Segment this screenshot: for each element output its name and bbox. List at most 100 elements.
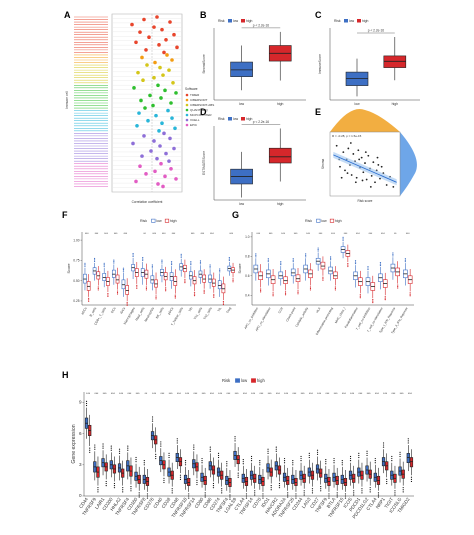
panel-g-box-high [320, 261, 326, 270]
panel-f-sig-label: *** [162, 232, 166, 236]
panel-h-outlier [407, 442, 409, 444]
panel-a-point [163, 88, 167, 93]
panel-f-outlier [97, 289, 99, 291]
panel-f-outlier [113, 260, 115, 263]
panel-c-box-low [345, 71, 369, 86]
panel-g-outlier [330, 256, 332, 258]
panel-h-outlier [89, 451, 91, 453]
panel-h-outlier [196, 481, 198, 484]
panel-h-outlier [212, 482, 215, 485]
panel-a-point [154, 113, 158, 118]
panel-h-outlier [316, 449, 319, 451]
panel-h-outlier [344, 495, 347, 497]
panel-a-plot: Correlation coefficient Immune cell Softwa… [65, 13, 214, 204]
panel-g-outlier [409, 293, 411, 295]
panel-h-outlier [292, 460, 294, 462]
panel-h-sig-label: *** [292, 392, 297, 396]
panel-g-sig-label: *** [356, 232, 360, 236]
panel-f-outlier [97, 286, 99, 288]
panel-f-outlier [107, 292, 109, 295]
panel-d-tick-label: high [277, 202, 284, 206]
panel-h-outlier [328, 493, 330, 495]
panel-h-outlier [155, 457, 157, 460]
panel-f-sig-label: *** [229, 232, 233, 236]
panel-a-legend-label: XCELL [190, 118, 200, 122]
panel-h-outlier [143, 462, 145, 464]
panel-h-box-high [343, 478, 348, 486]
panel-a-point [152, 25, 156, 29]
panel-h-outlier [283, 462, 286, 464]
panel-f-outlier [122, 267, 125, 269]
panel-h-outlier [122, 487, 124, 489]
panel-e-point [364, 162, 366, 164]
panel-d-tick-label: low [239, 202, 245, 206]
panel-h-outlier [245, 495, 248, 497]
panel-a-point [158, 144, 162, 148]
panel-h-outlier [217, 452, 220, 454]
panel-h-outlier [176, 440, 178, 442]
panel-a-point [160, 27, 164, 32]
panel-g-outlier [359, 295, 361, 297]
panel-f-box-low [83, 273, 87, 284]
panel-f-outlier [142, 259, 144, 262]
panel-g-outlier [384, 296, 386, 298]
panel-g-sig-label: *** [256, 232, 260, 236]
panel-a-point [168, 136, 172, 141]
panel-g-outlier [292, 259, 294, 261]
panel-h-outlier [377, 492, 380, 494]
panel-f-box-low [188, 271, 193, 280]
panel-a-legend-swatch [185, 113, 189, 117]
panel-a-point [161, 184, 165, 189]
panel-f-outlier [165, 290, 167, 292]
panel-h-outlier [369, 487, 371, 489]
panel-h-tick-label: NRP1 [375, 496, 386, 509]
panel-f-legend-title: Risk [140, 219, 147, 223]
panel-a-point [142, 17, 146, 22]
panel-f-outlier [222, 303, 225, 306]
panel-h-tick-label: CD40 [152, 496, 163, 509]
panel-h-outlier [163, 479, 165, 481]
panel-f-outlier [145, 286, 148, 288]
panel-g-outlier [359, 294, 361, 296]
panel-f-outlier [126, 304, 128, 306]
panel-h-outlier [349, 460, 352, 462]
panel-f-outlier [228, 257, 230, 259]
panel-g-outlier [334, 287, 336, 290]
panel-g-outlier [255, 256, 257, 258]
panel-f-outlier [213, 295, 215, 297]
panel-h-outlier [358, 452, 360, 454]
panel-h-outlier [402, 491, 404, 493]
panel-a-point [169, 166, 173, 171]
panel-e-point [344, 169, 346, 172]
panel-h-outlier [267, 448, 269, 450]
panel-f-box-high [202, 274, 207, 283]
panel-f-outlier [122, 270, 125, 272]
panel-g-sig-label: *** [269, 232, 273, 236]
panel-h-outlier [226, 465, 228, 467]
panel-g-outlier [359, 297, 361, 299]
panel-c-box-high [383, 55, 407, 68]
panel-f-outlier [203, 291, 205, 293]
panel-f-outlier [122, 269, 125, 271]
panel-g-sig-label: *** [369, 232, 373, 236]
panel-h-outlier [410, 478, 413, 480]
panel-e-point [347, 147, 350, 150]
panel-a-point [138, 30, 142, 34]
panel-b-legend-label-high: high [246, 19, 253, 23]
panel-g-outlier [397, 284, 399, 286]
panel-h-outlier [344, 493, 347, 495]
panel-h-outlier [184, 462, 187, 464]
panel-g-legend-swatch-low [316, 218, 321, 223]
panel-a-point [146, 118, 150, 123]
panel-g-outlier [255, 254, 257, 256]
panel-h-outlier [179, 474, 182, 476]
panel-g-outlier [255, 253, 257, 255]
panel-g-outlier [397, 285, 399, 288]
panel-d-box-high [268, 147, 292, 164]
panel-f-sig-label: *** [200, 232, 204, 236]
panel-h-outlier [94, 444, 96, 446]
panel-f-tick-label: Th2_cells [203, 306, 213, 320]
panel-h-outlier [262, 495, 264, 497]
panel-h-sig-label: *** [391, 392, 396, 396]
